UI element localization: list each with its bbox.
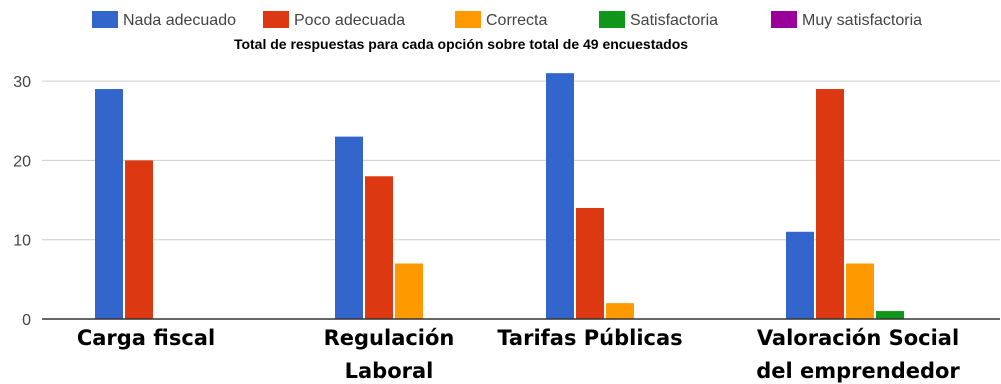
bar (576, 207, 604, 319)
legend-label: Correcta (486, 12, 547, 29)
category-label: Valoración Social (757, 326, 959, 350)
y-tick-label: 20 (13, 153, 31, 170)
legend-swatch (599, 11, 625, 28)
category-label: Carga fiscal (77, 326, 215, 350)
bar (546, 73, 574, 319)
legend-item: Correcta (455, 11, 547, 29)
legend-label: Satisfactoria (630, 12, 718, 29)
legend-swatch (455, 11, 481, 28)
y-tick-label: 30 (13, 74, 31, 91)
bar (335, 136, 363, 319)
category-label: Laboral (345, 359, 434, 383)
bar (125, 160, 153, 319)
legend-swatch (92, 11, 118, 28)
bar (876, 311, 904, 319)
bar (846, 263, 874, 319)
bar (95, 89, 123, 319)
category-label: Regulación (324, 326, 455, 350)
category-label: del emprendedor (756, 359, 960, 383)
legend-swatch (263, 11, 289, 28)
legend-item: Muy satisfactoria (771, 11, 922, 29)
y-axis-ticks: 0 10 20 30 (13, 74, 31, 329)
bar (786, 231, 814, 319)
gridlines (42, 80, 1000, 241)
legend-label: Poco adecuada (294, 12, 405, 29)
legend-label: Nada adecuado (123, 12, 236, 29)
category-labels: Carga fiscal Regulación Laboral Tarifas Púb… (77, 326, 961, 383)
y-tick-label: 0 (22, 312, 31, 329)
y-tick-label: 10 (13, 233, 31, 250)
chart-title: Total de respuestas para cada opción sob… (234, 36, 688, 52)
bar (816, 89, 844, 319)
bars (95, 73, 904, 319)
category-label: Tarifas Públicas (497, 326, 682, 350)
legend-item: Nada adecuado (92, 11, 236, 29)
bar (365, 176, 393, 319)
legend-item: Satisfactoria (599, 11, 718, 29)
legend-swatch (771, 11, 797, 28)
legend: Nada adecuado Poco adecuada Correcta Satisf… (92, 11, 922, 29)
bar (606, 303, 634, 319)
legend-label: Muy satisfactoria (802, 12, 922, 29)
bar (395, 263, 423, 319)
legend-item: Poco adecuada (263, 11, 405, 29)
